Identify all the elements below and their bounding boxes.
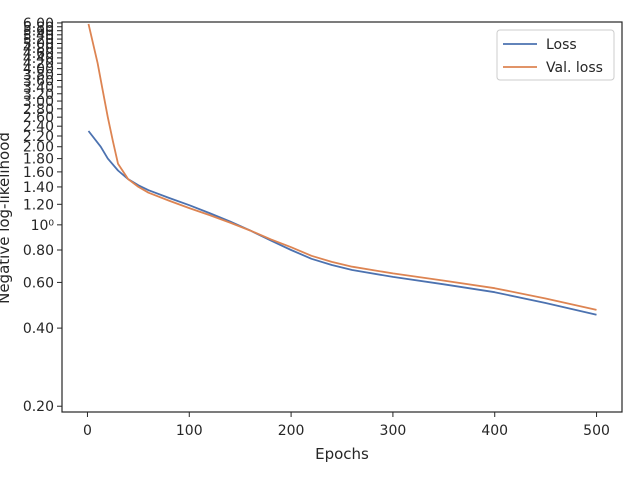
legend: Loss Val. loss: [496, 29, 615, 81]
y-tick-label: 2.40: [23, 119, 54, 135]
y-tick-label: 4.80: [23, 41, 54, 57]
y-tick-label: 0.40: [23, 321, 54, 337]
x-tick-label: 0: [83, 423, 92, 439]
y-tick-label: 5.20: [23, 32, 54, 48]
y-tick-label: 1.20: [23, 197, 54, 213]
y-tick-label: 5.60: [23, 24, 54, 40]
x-tick-label: 300: [380, 423, 407, 439]
y-tick-label: 2.20: [23, 129, 54, 145]
legend-label-loss: Loss: [546, 37, 577, 53]
y-tick-label: 2.60: [23, 110, 54, 126]
y-tick-label: 0.80: [23, 243, 54, 259]
x-tick-label: 500: [583, 423, 610, 439]
x-axis-label: Epochs: [315, 445, 369, 463]
x-tick-label: 400: [481, 423, 508, 439]
y-tick-label: 3.40: [23, 80, 54, 96]
y-axis-label: Negative log-likelihood: [0, 132, 13, 304]
y-tick-label: 3.60: [23, 74, 54, 90]
y-tick-label: 3.00: [23, 94, 54, 110]
y-tick-label: 3.20: [23, 87, 54, 103]
y-tick-label: 6.00: [23, 16, 54, 32]
y-tick-label: 2.80: [23, 102, 54, 118]
y-tick-label: 4.20: [23, 56, 54, 72]
series-line-val-loss: [87, 23, 597, 311]
y-tick-label: 4.60: [23, 46, 54, 62]
y-tick-label: 5.40: [23, 28, 54, 44]
y-tick-label: 1.40: [23, 180, 54, 196]
y-tick-label: 5.00: [23, 36, 54, 52]
y-tick-label: 10⁰: [31, 218, 55, 234]
y-tick-label: 1.60: [23, 165, 54, 181]
y-tick-label: 5.80: [23, 20, 54, 36]
legend-label-val-loss: Val. loss: [546, 60, 603, 76]
y-tick-label: 1.80: [23, 152, 54, 168]
x-axis: 0 100 200 300 400 500: [83, 412, 610, 439]
y-axis: 0.200.400.600.8010⁰1.201.401.601.802.002…: [23, 16, 62, 415]
series-lines: [87, 23, 597, 316]
y-tick-label: 2.00: [23, 140, 54, 156]
x-tick-label: 100: [176, 423, 203, 439]
y-tick-label: 3.80: [23, 67, 54, 83]
plot-area: [61, 21, 623, 413]
x-tick-label: 200: [278, 423, 305, 439]
y-tick-label: 4.00: [23, 62, 54, 78]
y-tick-label: 0.60: [23, 275, 54, 291]
y-tick-label: 0.20: [23, 399, 54, 415]
y-tick-label: 4.40: [23, 51, 54, 67]
